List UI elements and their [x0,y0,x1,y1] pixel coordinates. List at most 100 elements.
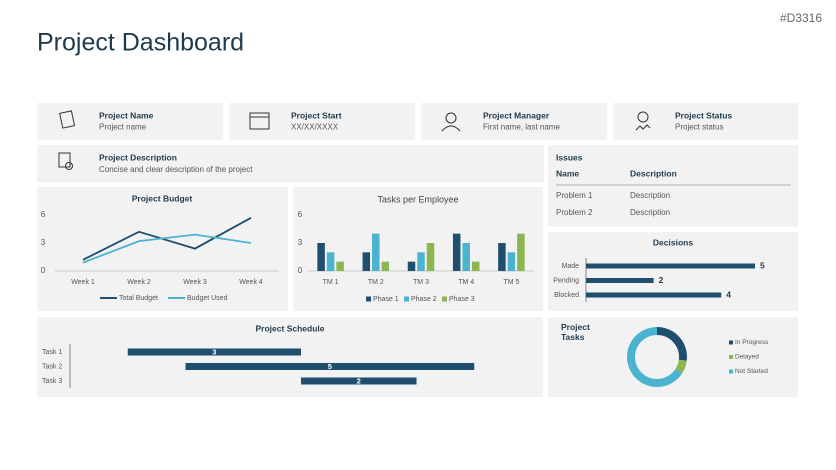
legend-label: Phase 1 [373,296,399,303]
task-bar [185,363,475,370]
icons [58,110,651,170]
page-id: #D3316 [780,11,822,25]
y-tick-label: Pending [553,277,579,284]
donut-segment [675,359,687,374]
description-value: Concise and clear description of the pro… [99,165,253,174]
y-tick-label: Task 2 [42,363,62,370]
bar [452,233,461,271]
legend-swatch [404,296,409,302]
x-tick-label: TM 1 [323,279,339,286]
donut-segment [656,327,687,361]
chart-title-box: Project Tasks [561,322,590,342]
issues-cell: Description [630,191,670,200]
card-label: Project Status [675,110,732,120]
bar [586,278,654,283]
bar [317,243,325,271]
issues-cell: Problem 2 [556,208,593,217]
legend-label: Phase 2 [411,296,437,303]
y-tick-label: 6 [298,210,303,219]
card-label: Project Manager [483,110,550,120]
bar [498,243,506,271]
donut-segment [627,327,683,387]
card-panel [421,103,607,140]
bar [426,243,435,271]
legend-swatch [729,369,733,374]
bar [586,292,722,298]
legend-label: Delayed [735,354,759,361]
bar [326,252,335,271]
chart-title: Project Budget [132,193,193,203]
card-value: First name, last name [483,123,560,132]
bar [407,261,416,271]
bar [381,261,390,271]
bar [471,261,480,271]
bar [417,252,425,271]
card-panel [37,103,223,140]
chart-title: Project Schedule [256,323,325,333]
x-tick-label: Week 3 [183,279,207,286]
task-bar [127,348,301,356]
x-tick-label: Week 2 [127,279,151,286]
card-value: Project status [675,123,723,132]
x-tick-label: Week 4 [239,279,263,286]
line-series [82,233,252,264]
legend-label: In Progress [735,339,769,346]
issues-column: Description [630,168,677,178]
y-tick-label: 0 [298,266,303,275]
chart-title: Project Tasks [561,322,590,342]
legend-label: Phase 3 [449,296,475,303]
chart-title: Decisions [653,237,693,247]
bar [372,233,380,271]
bar [507,252,516,271]
status-icon [637,111,649,123]
legend-label: Budget Used [187,295,228,302]
x-tick-label: TM 4 [458,279,474,286]
legend-swatch [729,355,733,359]
status-line [635,124,651,131]
x-tick-label: TM 3 [413,279,429,286]
project-tasks-panel [548,317,798,397]
calendar-icon [249,112,270,130]
value-label: 3 [212,347,216,356]
magnifier-icon [65,162,73,170]
issues-cell: Description [630,208,670,217]
card-label: Project Name [99,110,154,120]
bar [362,252,371,271]
issues-column: Name [556,168,579,178]
issues-cell: Problem 1 [556,191,593,200]
bar [336,261,344,271]
x-tick-label: TM 5 [503,279,519,286]
y-tick-label: 0 [41,266,46,275]
description-panel [37,145,544,182]
issues-panel [548,145,798,227]
y-tick-label: 6 [41,210,46,219]
card-label: Project Start [291,110,342,120]
x-tick-label: TM 2 [368,279,384,286]
card-panel [229,103,415,140]
doc-icon [58,152,71,168]
y-tick-label: 3 [41,238,46,247]
person-body [441,125,461,132]
y-tick-label: Blocked [554,292,579,299]
legend-label: Total Budget [119,295,158,302]
legend-swatch [729,340,733,345]
person-icon [445,112,457,124]
y-tick-label: Made [561,263,579,270]
issues-title: Issues [556,152,583,162]
card-value: XX/XX/XXXX [291,123,339,132]
y-tick-label: 3 [298,238,303,247]
page-title: Project Dashboard [37,29,244,57]
description-label: Project Description [99,152,177,162]
task-bar [301,377,417,385]
chart-title: Tasks per Employee [377,194,458,204]
bar [517,233,525,271]
decisions-panel [548,232,798,311]
value-label: 2 [357,376,361,385]
value-label: 2 [659,275,664,285]
notes-icon [59,110,76,129]
bar [462,243,470,271]
budget-panel [37,187,288,311]
schedule-panel [37,317,543,397]
legend-swatch [442,296,447,302]
